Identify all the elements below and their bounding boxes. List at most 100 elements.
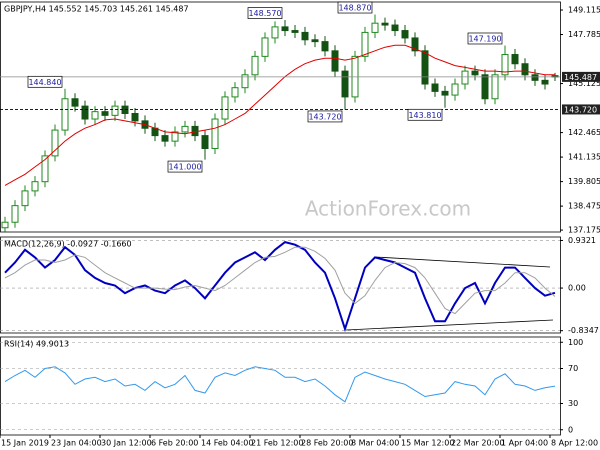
annotation-label: 143.720: [308, 112, 341, 121]
x-tick-label: 21 Feb 12:00: [251, 439, 303, 448]
x-tick-label: 23 Jan 04:00: [51, 439, 102, 448]
trendline: [375, 256, 551, 268]
candle-body: [231, 87, 239, 98]
candle-body: [381, 22, 389, 26]
candle-body: [451, 83, 459, 96]
candle-body: [111, 105, 119, 116]
candle-body: [401, 30, 409, 39]
candle-body: [271, 26, 279, 39]
candle-body: [301, 31, 309, 41]
panel-title: GBPJPY,H4 145.552 145.703 145.261 145.48…: [4, 5, 189, 14]
candle-body: [61, 98, 69, 131]
candle-body: [171, 131, 179, 142]
candle-body: [71, 98, 79, 107]
line-series: [4, 366, 556, 403]
y-tick-label: 138.475: [568, 202, 600, 211]
y-tick-label: 100: [568, 338, 583, 347]
x-tick-label: 14 Feb 04:00: [201, 439, 253, 448]
y-tick-label: 0.00: [568, 284, 586, 293]
candle-body: [101, 111, 109, 116]
candle-body: [361, 31, 369, 57]
candle-body: [91, 111, 99, 120]
candle-body: [21, 190, 29, 207]
candle-body: [251, 55, 259, 76]
annotation-box: [167, 160, 203, 173]
candle-body: [461, 70, 469, 85]
candle-body: [371, 22, 379, 33]
annotation-box: [27, 75, 63, 88]
candle-body: [241, 74, 249, 89]
y-tick-label: 145.125: [568, 79, 600, 88]
candle-body: [341, 70, 349, 98]
x-tick-label: 8 Mar 04:00: [351, 439, 399, 448]
price-tag: [562, 71, 600, 82]
annotation-box: [407, 108, 443, 121]
panel-title: RSI(14) 49.9013: [4, 340, 69, 349]
annotation-label: 141.000: [168, 163, 201, 172]
candle-body: [511, 54, 519, 65]
candle-body: [441, 90, 449, 96]
panel-frame: [0, 236, 561, 334]
panel-frame: [0, 336, 561, 436]
annotation-label: 148.870: [338, 4, 371, 13]
y-tick-label: 139.805: [568, 177, 600, 186]
trendline: [345, 319, 554, 331]
line-series: [4, 44, 555, 186]
y-tick-label: -0.8347: [568, 326, 599, 335]
candle-body: [31, 181, 39, 192]
y-tick-label: 0: [568, 425, 573, 434]
watermark: ActionForex.com: [305, 197, 471, 221]
y-tick-label: 149.115: [568, 6, 600, 15]
panel-title: MACD(12,26,9) -0.0927 -0.1660: [4, 240, 132, 249]
candle-body: [291, 30, 299, 33]
candle-body: [491, 74, 499, 100]
annotation-box: [337, 1, 373, 14]
y-tick-label: 147.785: [568, 30, 600, 39]
candle-body: [201, 135, 209, 150]
annotation-label: 147.190: [468, 34, 501, 43]
annotation-label: 144.840: [28, 78, 61, 87]
panel-frame: [0, 1, 561, 233]
y-tick-label: 137.175: [568, 226, 600, 235]
candle-body: [481, 74, 489, 100]
x-tick-label: 1 Apr 04:00: [501, 439, 548, 448]
price-tag-label: 143.720: [564, 105, 597, 114]
candle-body: [521, 63, 529, 76]
candle-body: [191, 125, 199, 137]
candle-body: [221, 96, 229, 120]
candle-body: [261, 37, 269, 57]
candle-body: [41, 155, 49, 183]
annotation-box: [467, 32, 503, 45]
price-tag: [562, 104, 600, 115]
candle-body: [531, 74, 539, 81]
price-tag-label: 145.487: [564, 73, 597, 82]
candle-body: [471, 70, 479, 76]
candle-body: [281, 26, 289, 32]
x-tick-label: 22 Mar 20:00: [451, 439, 504, 448]
line-series: [4, 241, 556, 333]
annotation-label: 143.810: [408, 111, 441, 120]
candle-body: [541, 79, 549, 85]
candle-body: [431, 83, 439, 92]
candle-body: [411, 37, 419, 52]
x-tick-label: 30 Jan 12:00: [101, 439, 152, 448]
annotation-box: [307, 110, 343, 123]
x-tick-label: 6 Feb 20:00: [151, 439, 198, 448]
candle-body: [501, 54, 509, 76]
candle-body: [181, 125, 189, 133]
annotation-label: 148.570: [248, 9, 281, 18]
y-tick-label: 70: [568, 364, 578, 373]
candle-body: [421, 50, 429, 85]
x-tick-label: 8 Apr 12:00: [551, 439, 598, 448]
y-tick-label: 0.9321: [568, 236, 596, 245]
line-series: [4, 246, 556, 315]
candle-body: [1, 221, 9, 229]
candle-body: [391, 24, 399, 32]
y-tick-label: 30: [568, 399, 578, 408]
candle-body: [131, 112, 139, 122]
x-tick-label: 15 Mar 12:00: [401, 439, 454, 448]
x-tick-label: 28 Feb 20:00: [301, 439, 353, 448]
annotation-box: [247, 7, 283, 19]
